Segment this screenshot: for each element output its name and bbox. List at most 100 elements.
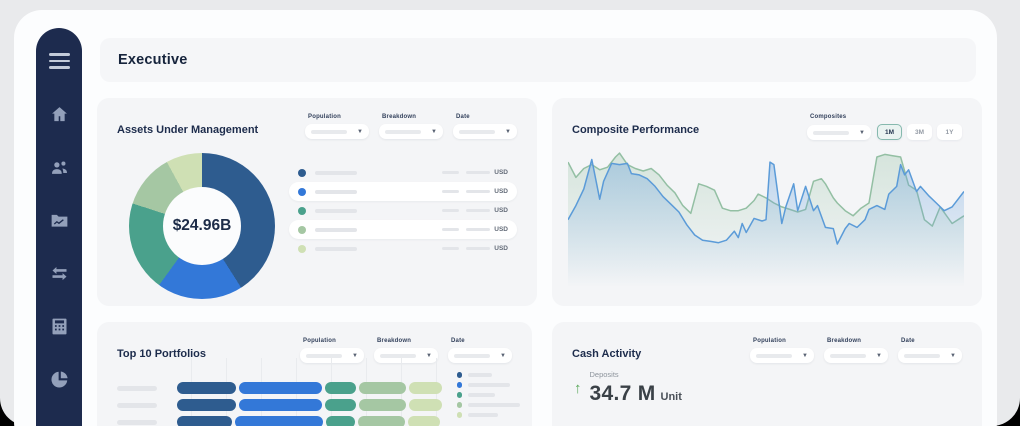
filter-date: Date ▼ [448,338,512,363]
composite-area-chart[interactable] [568,142,964,294]
composite-green-line [568,152,964,227]
date-select[interactable]: ▼ [453,124,517,139]
aum-legend-row[interactable]: USD [289,220,517,239]
filter-label: Breakdown [827,338,862,344]
sidebar-item-portfolio-reports[interactable] [47,208,71,232]
breakdown-select[interactable]: ▼ [824,348,888,363]
legend-value-placeholder [466,170,491,175]
sidebar-item-layers[interactable] [47,420,71,426]
filter-label: Breakdown [382,114,417,120]
chevron-down-icon: ▼ [802,352,808,359]
sidebar-item-home[interactable] [47,102,71,126]
portfolio-legend-item[interactable] [456,402,520,408]
portfolios-filters: Population ▼ Breakdown ▼ Date ▼ [300,338,512,363]
aum-legend-row[interactable]: USD [289,182,517,201]
bar-segment[interactable] [238,382,322,394]
legend-name-placeholder [315,170,357,175]
page-title: Executive [118,52,188,68]
composites-select[interactable]: ▼ [807,125,871,140]
calculator-icon [52,318,66,334]
card-title: Composite Performance [572,124,700,136]
aum-legend-row[interactable]: USD [289,201,517,220]
bar-segment[interactable] [408,399,443,411]
legend-dot [456,372,462,378]
filter-label: Population [303,338,336,344]
card-cash-activity: Cash Activity Population ▼ Breakdown ▼ D… [552,322,982,426]
bar-segment[interactable] [177,399,236,411]
portfolio-legend-item[interactable] [456,412,521,418]
legend-name-placeholder [315,208,357,213]
aum-donut-chart[interactable]: $24.96B [129,153,275,299]
bar-segment[interactable] [324,382,356,394]
bar-segment[interactable] [407,416,441,426]
filter-label: Population [308,114,341,120]
bar-segment[interactable] [408,382,443,394]
select-placeholder [306,353,342,358]
legend-value-placeholder [466,227,491,232]
page-header: Executive [100,38,976,82]
filter-date: Date ▼ [453,114,517,139]
card-title: Assets Under Management [117,124,259,136]
folder-chart-icon [51,214,67,227]
portfolio-row [117,382,443,394]
bar-segment[interactable] [177,416,233,426]
filter-breakdown: Breakdown ▼ [824,338,888,363]
row-label-placeholder [117,402,157,408]
range-button-1m[interactable]: 1M [877,124,902,140]
sidebar [36,28,82,426]
bar-segment[interactable] [238,399,322,411]
filter-label: Population [753,338,786,344]
sidebar-menu-button[interactable] [47,49,71,73]
bar-segment[interactable] [358,382,406,394]
chevron-down-icon: ▼ [426,352,432,359]
legend-dot [456,402,462,408]
bar-segment[interactable] [357,416,405,426]
select-placeholder [813,130,849,135]
legend-value-placeholder [466,189,491,194]
legend-dot [298,225,306,234]
filter-label: Date [901,338,915,344]
legend-currency: USD [494,169,508,176]
deposits-value: 34.7 M [589,382,656,405]
bar-segment[interactable] [235,416,323,426]
sidebar-item-clients[interactable] [47,155,71,179]
aum-legend-row[interactable]: USD [289,163,517,182]
legend-value-placeholder [466,246,491,251]
donut-hole: $24.96B [163,187,241,265]
select-placeholder [756,353,792,358]
home-icon [51,106,67,121]
bar-segment[interactable] [177,382,236,394]
breakdown-select[interactable]: ▼ [379,124,443,139]
bar-segment[interactable] [358,399,406,411]
legend-currency: USD [494,188,508,195]
range-button-3m[interactable]: 3M [907,124,932,140]
population-select[interactable]: ▼ [750,348,814,363]
legend-name-placeholder [468,403,520,407]
legend-value-placeholder [442,170,460,175]
sidebar-item-analytics[interactable] [47,367,71,391]
filter-label: Date [456,114,470,120]
range-button-1y[interactable]: 1Y [937,124,962,140]
hamburger-icon [48,53,70,69]
aum-total: $24.96B [172,217,232,234]
sidebar-item-transactions[interactable] [47,261,71,285]
portfolio-row [117,416,442,426]
pie-chart-icon [50,370,68,388]
population-select[interactable]: ▼ [305,124,369,139]
bar-segment[interactable] [324,399,356,411]
aum-legend-row[interactable]: USD [289,239,517,258]
legend-name-placeholder [468,373,492,377]
portfolio-legend-item[interactable] [456,372,521,378]
card-top-10-portfolios: Top 10 Portfolios Population ▼ Breakdown… [97,322,532,426]
card-assets-under-management: Assets Under Management Population ▼ Bre… [97,98,537,306]
portfolio-legend-item[interactable] [456,392,521,398]
bar-segment[interactable] [325,416,355,426]
chevron-down-icon: ▼ [500,352,506,359]
date-select[interactable]: ▼ [448,348,512,363]
portfolio-legend-item[interactable] [456,382,521,388]
sidebar-item-calculator[interactable] [47,314,71,338]
date-select[interactable]: ▼ [898,348,962,363]
filter-label: Composites [810,114,847,120]
aum-filters: Population ▼ Breakdown ▼ Date ▼ [305,114,517,139]
